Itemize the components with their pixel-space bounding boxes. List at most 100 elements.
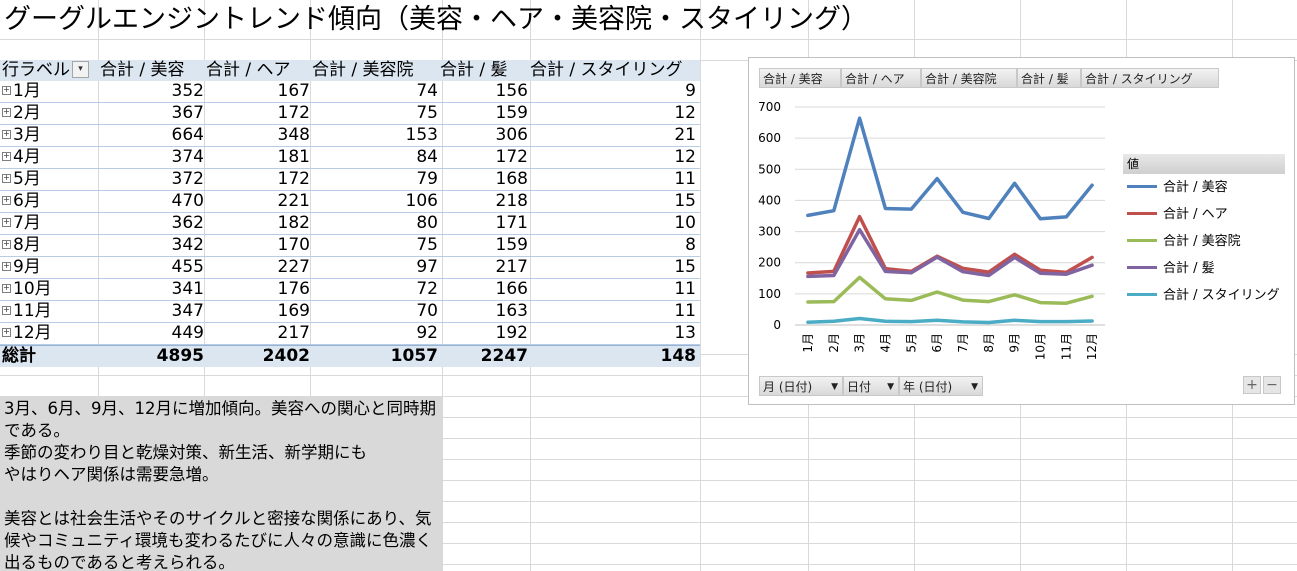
- value-cell[interactable]: 227: [277, 257, 310, 277]
- value-cell[interactable]: 362: [171, 213, 204, 233]
- value-field-button[interactable]: 合計 / ヘア: [841, 68, 921, 88]
- value-cell[interactable]: 171: [495, 213, 528, 233]
- row-label[interactable]: +2月: [2, 103, 41, 123]
- expand-icon[interactable]: +: [2, 238, 11, 249]
- value-cell[interactable]: 11: [674, 169, 696, 189]
- pivot-header-styling[interactable]: 合計 / スタイリング: [530, 60, 683, 80]
- value-cell[interactable]: 218: [495, 191, 528, 211]
- row-label[interactable]: +9月: [2, 257, 41, 277]
- expand-icon[interactable]: +: [2, 106, 11, 117]
- value-field-button[interactable]: 合計 / 髪: [1017, 68, 1081, 88]
- value-cell[interactable]: 163: [495, 301, 528, 321]
- value-cell[interactable]: 15: [674, 191, 696, 211]
- value-field-button[interactable]: 合計 / スタイリング: [1081, 68, 1219, 88]
- value-cell[interactable]: 12: [674, 103, 696, 123]
- expand-icon[interactable]: +: [2, 282, 11, 293]
- value-cell[interactable]: 72: [416, 279, 438, 299]
- expand-icon[interactable]: +: [2, 304, 11, 315]
- expand-icon[interactable]: +: [2, 216, 11, 227]
- comment-text-box[interactable]: 3月、6月、9月、12月に増加傾向。美容への関心と同時期である。 季節の変わり目…: [0, 396, 442, 571]
- total-value[interactable]: 148: [660, 346, 697, 366]
- value-field-button[interactable]: 合計 / 美容: [759, 68, 841, 88]
- pivot-header-kami[interactable]: 合計 / 髪: [440, 60, 508, 80]
- value-cell[interactable]: 166: [495, 279, 528, 299]
- expand-icon[interactable]: +: [2, 84, 11, 95]
- value-cell[interactable]: 84: [416, 147, 438, 167]
- value-cell[interactable]: 347: [171, 301, 204, 321]
- value-cell[interactable]: 8: [685, 235, 696, 255]
- value-cell[interactable]: 172: [277, 169, 310, 189]
- value-cell[interactable]: 470: [171, 191, 204, 211]
- value-cell[interactable]: 176: [277, 279, 310, 299]
- value-cell[interactable]: 10: [674, 213, 696, 233]
- row-label[interactable]: +3月: [2, 125, 41, 145]
- value-cell[interactable]: 21: [674, 125, 696, 145]
- value-cell[interactable]: 455: [171, 257, 204, 277]
- value-cell[interactable]: 153: [405, 125, 438, 145]
- row-label[interactable]: +11月: [2, 301, 52, 321]
- value-cell[interactable]: 11: [674, 301, 696, 321]
- value-cell[interactable]: 170: [277, 235, 310, 255]
- pivot-header-row-labels[interactable]: 行ラベル ▾: [2, 60, 98, 81]
- value-cell[interactable]: 306: [495, 125, 528, 145]
- value-cell[interactable]: 75: [416, 235, 438, 255]
- value-cell[interactable]: 97: [416, 257, 438, 277]
- value-cell[interactable]: 172: [277, 103, 310, 123]
- value-cell[interactable]: 181: [277, 147, 310, 167]
- value-cell[interactable]: 9: [685, 81, 696, 101]
- value-cell[interactable]: 352: [171, 81, 204, 101]
- value-cell[interactable]: 341: [171, 279, 204, 299]
- expand-icon[interactable]: +: [2, 150, 11, 161]
- value-cell[interactable]: 172: [495, 147, 528, 167]
- value-cell[interactable]: 92: [416, 323, 438, 343]
- value-cell[interactable]: 168: [495, 169, 528, 189]
- total-value[interactable]: 1057: [390, 346, 438, 366]
- expand-field-button[interactable]: +: [1243, 376, 1261, 394]
- value-cell[interactable]: 11: [674, 279, 696, 299]
- value-cell[interactable]: 156: [495, 81, 528, 101]
- value-cell[interactable]: 169: [277, 301, 310, 321]
- row-label[interactable]: +1月: [2, 81, 41, 101]
- pivot-chart[interactable]: 合計 / 美容 合計 / ヘア 合計 / 美容院 合計 / 髪 合計 / スタイ…: [748, 57, 1295, 405]
- value-cell[interactable]: 70: [416, 301, 438, 321]
- value-cell[interactable]: 12: [674, 147, 696, 167]
- value-cell[interactable]: 217: [277, 323, 310, 343]
- row-label[interactable]: +7月: [2, 213, 41, 233]
- value-cell[interactable]: 159: [495, 235, 528, 255]
- pivot-table[interactable]: 行ラベル ▾ 合計 / 美容 合計 / ヘア 合計 / 美容院 合計 / 髪 合計…: [0, 60, 700, 367]
- value-cell[interactable]: 79: [416, 169, 438, 189]
- value-cell[interactable]: 372: [171, 169, 204, 189]
- value-cell[interactable]: 217: [495, 257, 528, 277]
- expand-icon[interactable]: +: [2, 326, 11, 337]
- value-cell[interactable]: 664: [171, 125, 204, 145]
- value-cell[interactable]: 348: [277, 125, 310, 145]
- value-cell[interactable]: 182: [277, 213, 310, 233]
- value-field-button[interactable]: 合計 / 美容院: [921, 68, 1017, 88]
- collapse-field-button[interactable]: −: [1263, 376, 1281, 394]
- total-value[interactable]: 4895: [156, 346, 204, 366]
- row-label[interactable]: +10月: [2, 279, 52, 299]
- row-label[interactable]: +6月: [2, 191, 41, 211]
- value-cell[interactable]: 80: [416, 213, 438, 233]
- row-label[interactable]: +12月: [2, 323, 52, 343]
- value-cell[interactable]: 75: [416, 103, 438, 123]
- value-cell[interactable]: 74: [416, 81, 438, 101]
- expand-icon[interactable]: +: [2, 128, 11, 139]
- expand-icon[interactable]: +: [2, 194, 11, 205]
- total-value[interactable]: 2402: [262, 346, 310, 366]
- value-cell[interactable]: 159: [495, 103, 528, 123]
- value-cell[interactable]: 342: [171, 235, 204, 255]
- value-cell[interactable]: 192: [495, 323, 528, 343]
- value-cell[interactable]: 221: [277, 191, 310, 211]
- pivot-header-salon[interactable]: 合計 / 美容院: [312, 60, 414, 80]
- total-value[interactable]: 2247: [480, 346, 528, 366]
- row-label[interactable]: +4月: [2, 147, 41, 167]
- filter-dropdown-icon[interactable]: ▾: [72, 60, 89, 78]
- total-label[interactable]: 総計: [2, 346, 36, 366]
- value-cell[interactable]: 449: [171, 323, 204, 343]
- axis-field-button-year[interactable]: 年 (日付) ▼: [899, 376, 983, 396]
- value-cell[interactable]: 13: [674, 323, 696, 343]
- value-cell[interactable]: 367: [171, 103, 204, 123]
- expand-icon[interactable]: +: [2, 172, 11, 183]
- value-cell[interactable]: 15: [674, 257, 696, 277]
